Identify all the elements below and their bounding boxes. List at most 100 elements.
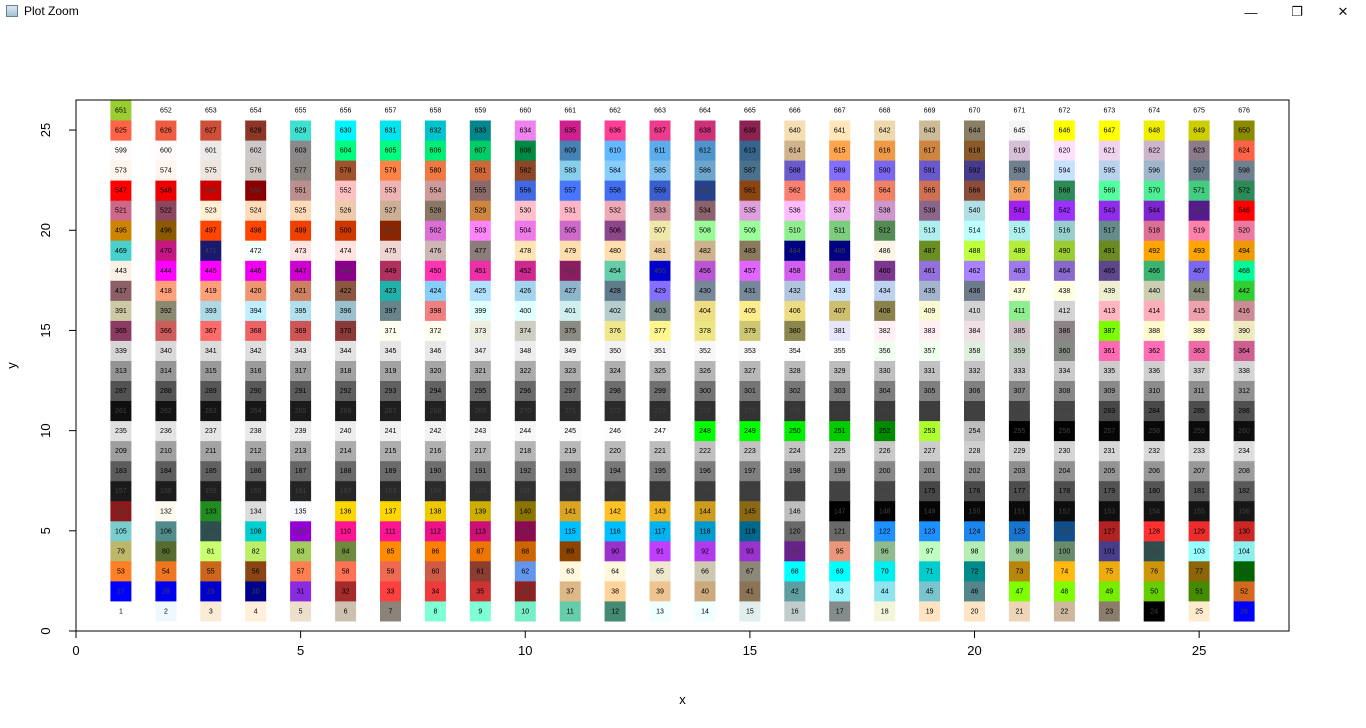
maximize-button[interactable]: ❐ bbox=[1274, 0, 1320, 24]
color-tile bbox=[964, 279, 985, 301]
tile-label: 38 bbox=[611, 588, 619, 595]
tile-label: 161 bbox=[295, 488, 307, 495]
color-tile bbox=[649, 340, 671, 361]
color-tile bbox=[514, 299, 536, 321]
color-tile bbox=[604, 400, 626, 422]
color-tile bbox=[919, 580, 941, 602]
tile-label: 432 bbox=[789, 288, 801, 295]
tile-label: 97 bbox=[926, 548, 934, 555]
tile-label: 109 bbox=[295, 528, 307, 535]
tile-label: 523 bbox=[205, 208, 217, 215]
color-tile bbox=[380, 540, 401, 562]
tile-label: 440 bbox=[1148, 288, 1160, 295]
color-tile bbox=[424, 159, 446, 181]
tile-label: 106 bbox=[160, 528, 172, 535]
color-tile bbox=[1233, 119, 1255, 141]
color-tile bbox=[245, 139, 267, 161]
tile-label: 635 bbox=[564, 128, 576, 135]
color-tile bbox=[380, 520, 401, 542]
color-tile bbox=[290, 520, 312, 542]
tile-label: 466 bbox=[1148, 268, 1160, 275]
color-tile bbox=[110, 319, 132, 341]
color-tile bbox=[155, 520, 177, 542]
color-tile bbox=[1188, 159, 1210, 181]
tile-label: 164 bbox=[430, 488, 442, 495]
tile-label: 240 bbox=[340, 428, 352, 435]
color-tile bbox=[739, 340, 761, 361]
tile-label: 400 bbox=[519, 308, 531, 315]
tile-label: 27 bbox=[117, 588, 125, 595]
color-tile bbox=[335, 299, 357, 321]
tile-label: 168 bbox=[609, 488, 621, 495]
tile-label: 190 bbox=[430, 468, 442, 475]
color-tile bbox=[1008, 480, 1030, 502]
tile-label: 302 bbox=[789, 388, 801, 395]
color-tile bbox=[290, 460, 312, 482]
close-button[interactable]: ✕ bbox=[1320, 0, 1366, 24]
tile-label: 413 bbox=[1103, 308, 1115, 315]
tile-label: 484 bbox=[789, 248, 801, 255]
color-tile bbox=[649, 420, 671, 442]
tile-label: 598 bbox=[1238, 168, 1250, 175]
color-tile bbox=[1053, 480, 1075, 502]
color-tile bbox=[245, 400, 267, 422]
tile-label: 116 bbox=[610, 528, 621, 535]
tile-label: 582 bbox=[519, 168, 531, 175]
tile-label: 213 bbox=[295, 448, 307, 455]
color-tile bbox=[874, 460, 896, 482]
tile-label: 77 bbox=[1195, 568, 1203, 575]
tile-label: 124 bbox=[969, 528, 981, 535]
color-tile bbox=[200, 400, 222, 422]
color-tile bbox=[290, 219, 312, 241]
tile-label: 549 bbox=[205, 188, 217, 195]
tile-label: 306 bbox=[969, 388, 981, 395]
color-tile bbox=[514, 99, 536, 121]
color-tile bbox=[200, 279, 222, 301]
tile-label: 627 bbox=[205, 128, 217, 135]
minimize-button[interactable]: — bbox=[1228, 0, 1274, 24]
tile-label: 491 bbox=[1103, 248, 1115, 255]
tile-label: 552 bbox=[340, 188, 352, 195]
tile-label: 446 bbox=[250, 268, 262, 275]
tile-label: 284 bbox=[1148, 408, 1160, 415]
tile-label: 475 bbox=[385, 248, 397, 255]
tile-label: 465 bbox=[1103, 268, 1115, 275]
color-tile bbox=[1143, 139, 1165, 161]
color-tile bbox=[380, 279, 401, 301]
tile-label: 195 bbox=[654, 468, 666, 475]
color-tile bbox=[964, 319, 985, 341]
color-tile bbox=[1188, 99, 1210, 121]
tile-label: 92 bbox=[701, 548, 709, 555]
tile-label: 11 bbox=[567, 609, 574, 616]
tile-label: 315 bbox=[205, 368, 217, 375]
tile-label: 114 bbox=[520, 528, 531, 535]
y-axis-title: y bbox=[4, 362, 19, 369]
color-tile bbox=[919, 179, 941, 201]
tile-label: 149 bbox=[924, 508, 936, 515]
color-tile bbox=[964, 179, 985, 201]
color-tile bbox=[1188, 420, 1210, 442]
color-tile bbox=[335, 340, 357, 361]
tile-label: 434 bbox=[879, 288, 891, 295]
color-tile bbox=[424, 520, 446, 542]
color-tile bbox=[559, 480, 581, 502]
color-tile bbox=[784, 199, 806, 221]
tile-label: 543 bbox=[1103, 208, 1115, 215]
color-tile bbox=[1008, 460, 1030, 482]
tile-label: 10 bbox=[521, 609, 529, 616]
color-tile bbox=[1143, 520, 1165, 542]
tile-label: 113 bbox=[475, 528, 486, 535]
tile-label: 519 bbox=[1193, 228, 1205, 235]
tile-label: 310 bbox=[1148, 388, 1160, 395]
tile-label: 530 bbox=[519, 208, 531, 215]
tile-label: 372 bbox=[430, 328, 442, 335]
tile-label: 20 bbox=[971, 609, 979, 616]
tile-label: 449 bbox=[385, 268, 397, 275]
tile-label: 299 bbox=[654, 388, 666, 395]
color-tile bbox=[604, 380, 626, 401]
color-tile bbox=[694, 520, 716, 542]
color-tile bbox=[919, 99, 941, 121]
tile-label: 182 bbox=[1238, 488, 1250, 495]
color-tile bbox=[604, 440, 626, 462]
tile-label: 576 bbox=[250, 168, 262, 175]
